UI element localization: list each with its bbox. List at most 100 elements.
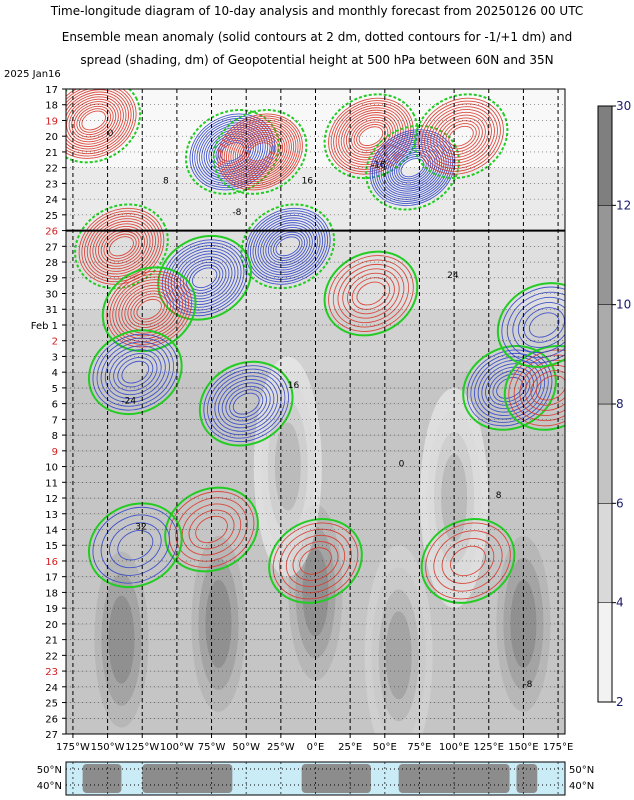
anomaly-contour-12 <box>351 277 391 310</box>
zero-contour-14 <box>503 345 565 431</box>
y-tick-label: 19 <box>45 116 58 127</box>
anomaly-contour-6 <box>387 145 438 190</box>
anomaly-contour-11 <box>229 389 264 418</box>
anomaly-contour-15 <box>506 291 565 359</box>
anomaly-contour-9 <box>130 293 168 326</box>
anomaly-contour-3 <box>243 138 277 166</box>
spread-patch-0 <box>108 595 135 684</box>
anomaly-contour-3 <box>245 140 275 164</box>
anomaly-contour-8 <box>185 261 224 294</box>
colorbar-tick-label: 4 <box>616 596 624 610</box>
anomaly-contour-5 <box>356 123 386 149</box>
anomaly-contour-3 <box>228 123 292 180</box>
anomaly-contour-4 <box>244 207 331 285</box>
anomaly-contour-10 <box>96 337 174 407</box>
zero-contour-1 <box>74 203 169 290</box>
anomaly-contour-11 <box>207 368 286 439</box>
x-tick-label: 125°E <box>474 742 504 753</box>
anomaly-contour-2 <box>191 115 273 189</box>
zero-contour-12 <box>323 250 419 337</box>
anomaly-contour-16 <box>195 515 228 544</box>
contour-value-label: 16 <box>302 176 314 186</box>
zero-contour-0 <box>66 89 142 164</box>
x-tick-label: 175°W <box>56 742 90 753</box>
anomaly-contour-8 <box>170 247 239 308</box>
y-tick-label: 24 <box>45 683 58 694</box>
anomaly-contour-2 <box>217 140 247 164</box>
y-tick-label: 27 <box>45 242 58 253</box>
contour-value-label: 24 <box>447 271 459 281</box>
zero-contour-4 <box>240 203 336 290</box>
zero-contour-18 <box>268 518 363 604</box>
zero-contour-15 <box>496 282 565 368</box>
anomaly-contour-10 <box>121 360 150 384</box>
anomaly-contour-5 <box>340 109 402 163</box>
anomaly-contour-4 <box>270 231 306 261</box>
anomaly-contour-12 <box>337 263 405 324</box>
anomaly-contour-12 <box>328 255 414 332</box>
anomaly-contour-2 <box>203 126 261 178</box>
contour-value-label: -24 <box>121 397 136 407</box>
anomaly-contour-5 <box>358 126 384 147</box>
anomaly-contour-15 <box>517 302 565 348</box>
anomaly-contour-6 <box>382 141 443 194</box>
zero-contour-6 <box>365 124 460 211</box>
anomaly-contour-3 <box>248 142 272 162</box>
plot-content: 0 8 -8 16 -16 24 -24 32 0 8 -8 16 <box>66 89 565 734</box>
y-tick-label: 4 <box>52 368 58 379</box>
anomaly-contour-14 <box>513 354 565 422</box>
anomaly-contour-3 <box>241 136 279 168</box>
chart-title-line-1: Time-longitude diagram of 10-day analysi… <box>50 4 584 18</box>
anomaly-contour-6 <box>369 129 456 207</box>
anomaly-contour-14 <box>519 359 565 416</box>
anomaly-contour-14 <box>508 349 565 427</box>
x-tick-label: 100°E <box>439 742 469 753</box>
colorbar-tick-label: 10 <box>616 298 631 312</box>
y-tick-label: 30 <box>45 290 58 301</box>
anomaly-contour-13 <box>470 352 549 423</box>
x-tick-label: 75°W <box>198 742 226 753</box>
landmass-0 <box>82 764 122 793</box>
anomaly-contour-1 <box>103 231 140 262</box>
anomaly-contour-19 <box>425 522 511 600</box>
anomaly-contour-11 <box>225 385 267 422</box>
zero-contour-16 <box>164 486 259 573</box>
anomaly-contour-0 <box>66 89 132 155</box>
y-tick-label: 27 <box>45 730 58 741</box>
anomaly-contour-13 <box>477 359 542 416</box>
anomaly-contour-1 <box>95 223 148 270</box>
contour-value-label: -16 <box>371 161 386 171</box>
anomaly-contour-7 <box>445 123 477 150</box>
landmass-2 <box>301 764 371 793</box>
anomaly-contour-7 <box>427 106 495 167</box>
anomaly-contour-1 <box>81 210 162 283</box>
anomaly-contour-14 <box>530 370 565 406</box>
y-tick-label: 25 <box>45 699 58 710</box>
anomaly-contour-7 <box>433 111 489 161</box>
colorbar-segment <box>597 304 613 405</box>
map-lat-label-left: 40°N <box>37 781 62 792</box>
contour-value-label: 0 <box>108 129 114 139</box>
landmass-1 <box>142 764 233 793</box>
y-tick-label: 21 <box>45 636 58 647</box>
anomaly-contour-8 <box>182 259 227 297</box>
anomaly-contour-5 <box>343 112 399 161</box>
anomaly-contour-13 <box>481 363 538 413</box>
y-tick-label: 24 <box>45 195 58 206</box>
anomaly-contour-0 <box>76 105 112 136</box>
anomaly-contour-12 <box>332 259 410 328</box>
anomaly-contour-0 <box>66 89 134 157</box>
contour-value-label: 0 <box>399 460 405 470</box>
anomaly-contour-9 <box>121 284 177 334</box>
anomaly-contour-17 <box>109 522 162 569</box>
anomaly-contour-17 <box>117 530 154 561</box>
anomaly-contour-13 <box>485 366 534 410</box>
anomaly-contour-12 <box>356 281 386 306</box>
contour-value-label: -8 <box>523 680 532 690</box>
y-tick-label: 18 <box>45 588 58 599</box>
zero-contour-2 <box>184 109 280 195</box>
anomaly-contour-16 <box>175 497 248 562</box>
colorbar-segment <box>597 602 613 703</box>
zero-contour-19 <box>420 518 516 604</box>
y-tick-label: 26 <box>45 714 58 725</box>
